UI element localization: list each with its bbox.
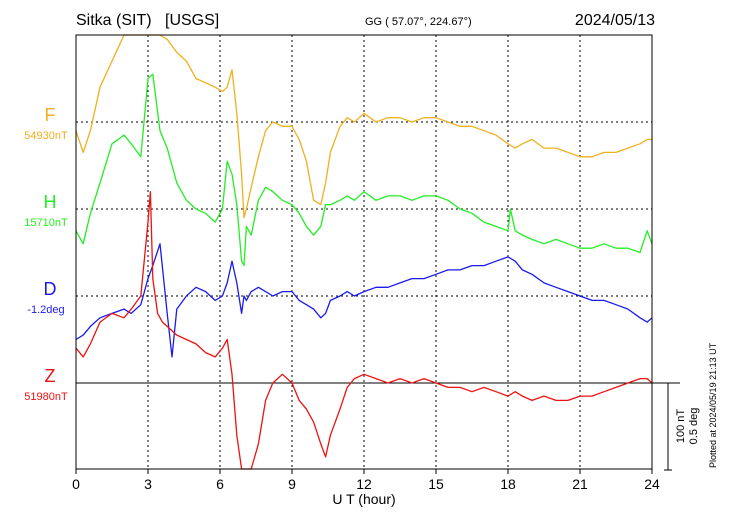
x-tick-label-15: 15 (428, 476, 444, 492)
series-name-h: H (44, 192, 57, 212)
scale-bar-nt-label: 100 nT (675, 409, 687, 444)
series-labels: F 54930nT H 15710nT D -1.2deg Z 51980nT (24, 105, 68, 403)
series-line-f (75, 34, 652, 219)
series-line-h (75, 73, 653, 267)
series-baseline-f: 54930nT (24, 130, 68, 142)
coords-label: GG ( 57.07°, 224.67°) (365, 16, 472, 28)
series-name-z: Z (45, 366, 56, 386)
x-tick-label-0: 0 (72, 476, 80, 492)
x-tick-label-6: 6 (216, 476, 224, 492)
x-tick-label-9: 9 (288, 476, 296, 492)
x-tick-label-21: 21 (572, 476, 588, 492)
x-tick-label-12: 12 (356, 476, 372, 492)
series-baseline-z: 51980nT (24, 391, 68, 403)
plotted-at-note: Plotted at 2024/05/19 21:13 UT (708, 342, 718, 468)
series-line-z (75, 190, 653, 470)
grid-lines (76, 35, 652, 469)
x-tick-label-24: 24 (644, 476, 660, 492)
scale-bar: 100 nT 0.5 deg (664, 382, 700, 471)
series-layer (75, 34, 653, 470)
series-line-d (75, 243, 653, 358)
x-axis: 0 3 6 9 12 15 18 21 24 (72, 469, 660, 492)
series-name-f: F (45, 105, 56, 125)
series-baseline-h: 15710nT (24, 217, 68, 229)
station-title: Sitka (SIT) (76, 12, 152, 29)
x-axis-title: U T (hour) (332, 491, 395, 507)
series-name-d: D (44, 279, 57, 299)
x-tick-label-18: 18 (500, 476, 516, 492)
date-label: 2024/05/13 (575, 12, 655, 29)
series-baseline-d: -1.2deg (27, 304, 64, 316)
x-tick-label-3: 3 (144, 476, 152, 492)
scale-bar-deg-label: 0.5 deg (688, 408, 700, 445)
source-label: [USGS] (165, 12, 219, 29)
